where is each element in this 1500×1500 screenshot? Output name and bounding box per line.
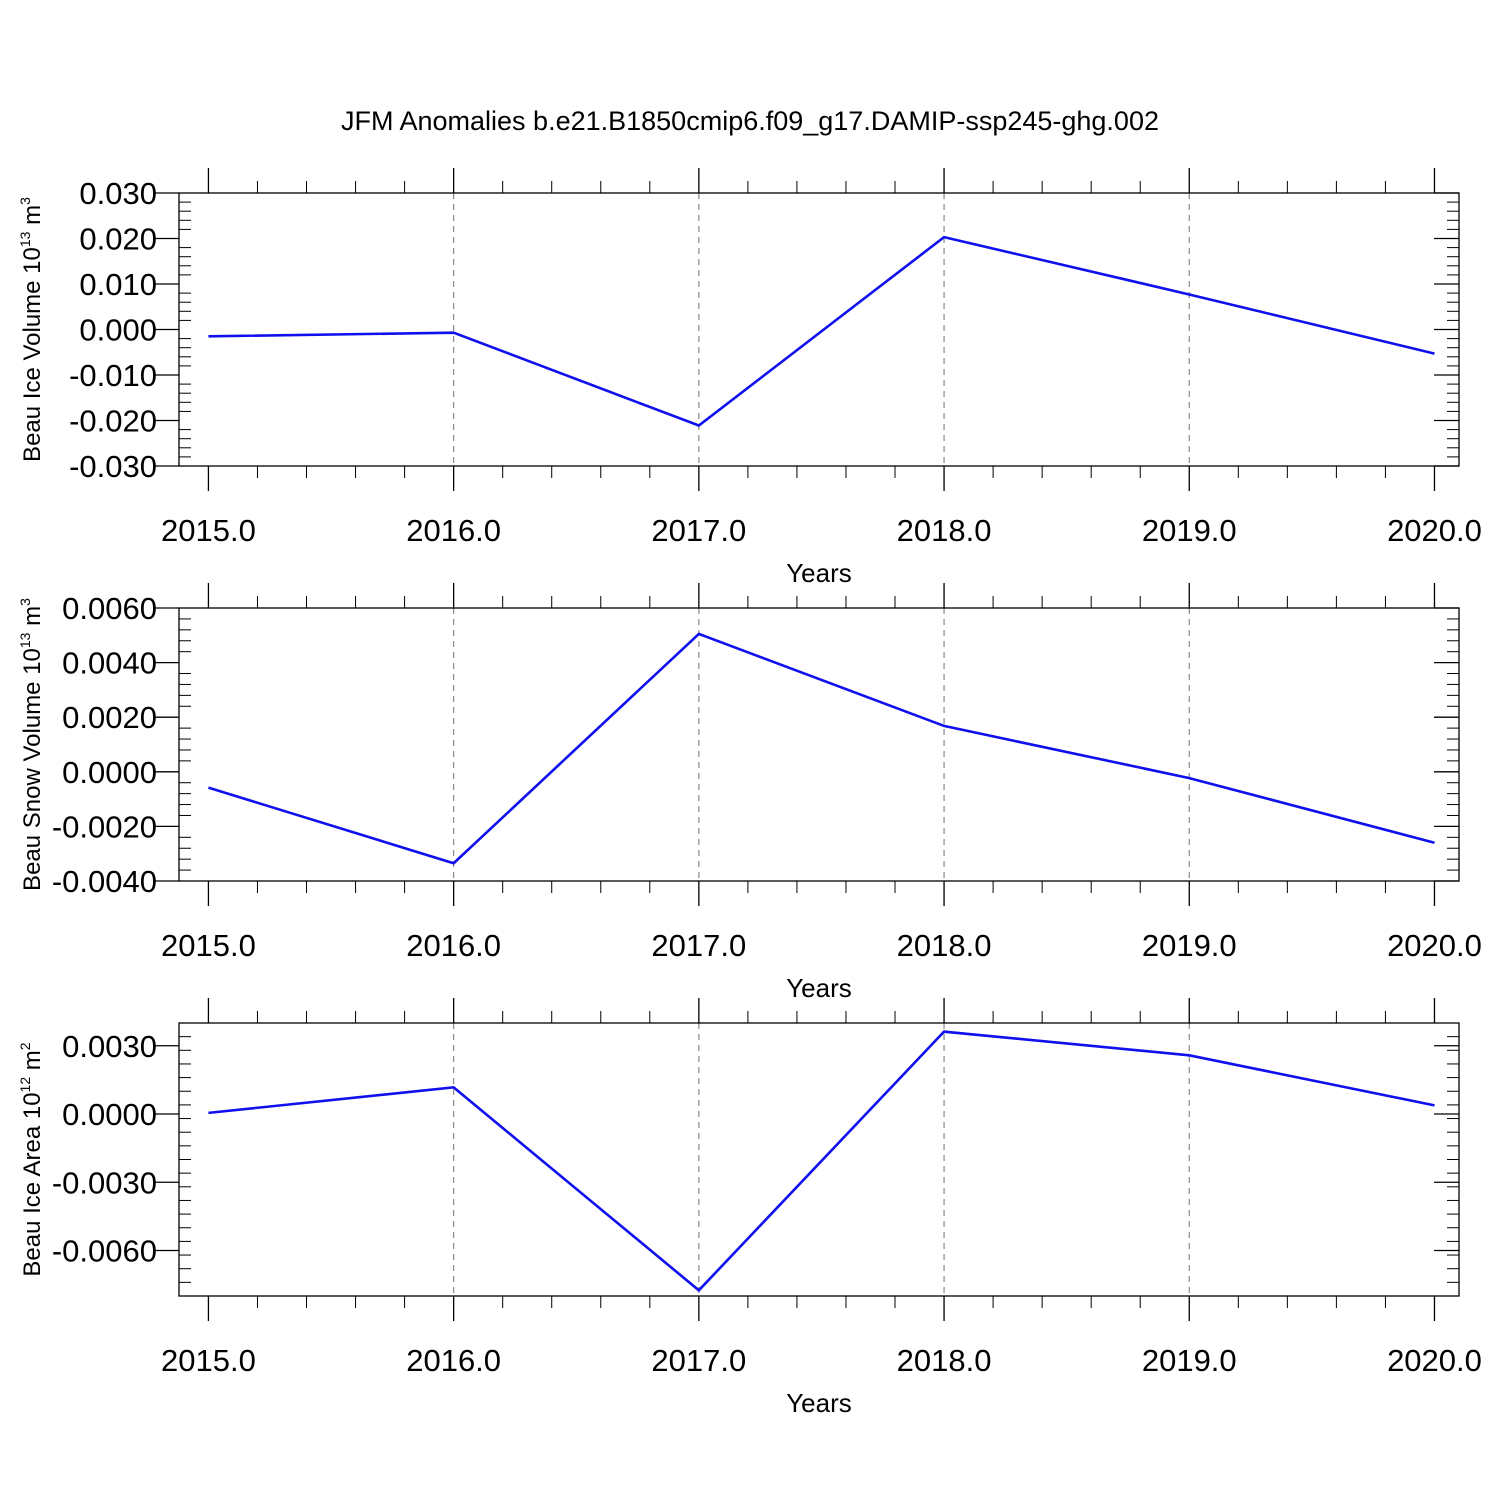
x-tick-label: 2018.0 (897, 1343, 992, 1378)
series-line-1 (208, 235, 1435, 427)
x-tick-label: 2015.0 (161, 928, 256, 963)
y-tick-label: -0.0030 (52, 1165, 157, 1200)
panels: 2015.0 2016.0 2017.0 2018.0 2019.0 2020.0 0.03… (17, 168, 1482, 1418)
x-axis-label: Years (786, 558, 852, 588)
x-axis-label: Years (786, 1388, 852, 1418)
y-tick-label: 0.020 (79, 222, 157, 257)
series-line-3 (208, 1030, 1435, 1293)
x-tick-label: 2020.0 (1387, 1343, 1482, 1378)
y-tick-label: 0.010 (79, 267, 157, 302)
x-tick-label: 2020.0 (1387, 928, 1482, 963)
x-tick-label: 2019.0 (1142, 513, 1237, 548)
x-tick-label: 2017.0 (651, 513, 746, 548)
plot-frame (178, 607, 1460, 882)
plot-frame (178, 192, 1460, 467)
x-tick-label: 2018.0 (897, 513, 992, 548)
y-tick-label: 0.0030 (62, 1029, 157, 1064)
panel-3: 2015.0 2016.0 2017.0 2018.0 2019.0 2020.0 0.00… (17, 998, 1482, 1418)
y-tick-label: -0.030 (69, 449, 157, 484)
y-tick-label: 0.000 (79, 313, 157, 348)
x-tick-label: 2016.0 (406, 928, 501, 963)
y-tick-label: 0.0060 (62, 591, 157, 626)
x-tick-label: 2019.0 (1142, 1343, 1237, 1378)
x-tick-label: 2016.0 (406, 513, 501, 548)
x-tick-label: 2017.0 (651, 928, 746, 963)
y-tick-label: 0.0000 (62, 755, 157, 790)
y-tick-label: -0.010 (69, 358, 157, 393)
x-tick-label: 2018.0 (897, 928, 992, 963)
x-tick-label: 2017.0 (651, 1343, 746, 1378)
x-tick-label: 2016.0 (406, 1343, 501, 1378)
y-tick-label: -0.0020 (52, 809, 157, 844)
y-axis-label: Beau Ice Area 1012 m2 (17, 1042, 46, 1276)
y-tick-label: -0.0060 (52, 1234, 157, 1269)
x-tick-label: 2019.0 (1142, 928, 1237, 963)
x-tick-label: 2015.0 (161, 1343, 256, 1378)
y-axis-label: Beau Snow Volume 1013 m3 (17, 598, 46, 891)
y-tick-label: -0.0040 (52, 864, 157, 899)
panel-2: 2015.0 2016.0 2017.0 2018.0 2019.0 2020.0 0.00… (17, 583, 1482, 1003)
chart-title: JFM Anomalies b.e21.B1850cmip6.f09_g17.D… (341, 106, 1159, 136)
plot-frame (178, 1022, 1460, 1297)
y-tick-label: -0.020 (69, 404, 157, 439)
y-axis-label: Beau Ice Volume 1013 m3 (17, 197, 46, 462)
y-tick-label: 0.0020 (62, 700, 157, 735)
y-tick-label: 0.0040 (62, 646, 157, 681)
x-tick-label: 2020.0 (1387, 513, 1482, 548)
y-tick-label: 0.030 (79, 176, 157, 211)
x-axis-label: Years (786, 973, 852, 1003)
y-tick-label: 0.0000 (62, 1097, 157, 1132)
x-tick-label: 2015.0 (161, 513, 256, 548)
panel-1: 2015.0 2016.0 2017.0 2018.0 2019.0 2020.0 0.03… (17, 168, 1482, 588)
series-line-2 (208, 632, 1435, 865)
